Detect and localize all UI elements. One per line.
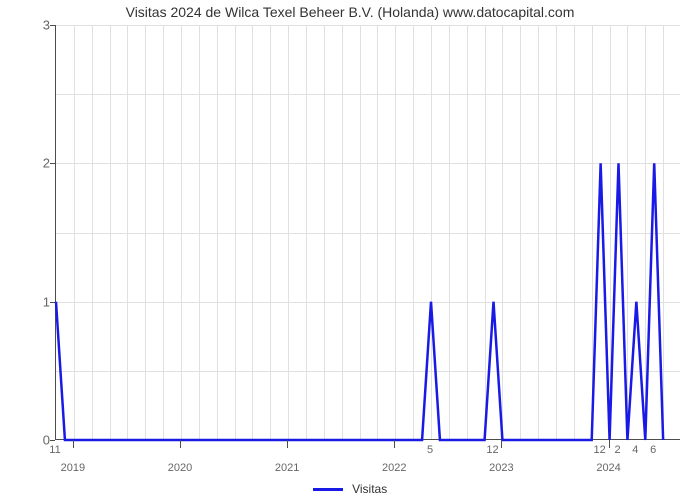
series-line — [56, 25, 680, 439]
x-tick-label-minor: 6 — [650, 444, 656, 456]
x-tick-label-major: 2021 — [275, 462, 299, 474]
x-tick-label-major: 2020 — [168, 462, 192, 474]
y-tick-mark — [50, 163, 55, 164]
x-tick-label-major: 2024 — [596, 462, 620, 474]
chart-container: Visitas 2024 de Wilca Texel Beheer B.V. … — [0, 0, 700, 500]
x-tick-label-minor: 5 — [427, 444, 433, 456]
y-tick-label: 2 — [10, 156, 50, 171]
x-tick-mark — [180, 440, 181, 448]
x-tick-label-major: 2023 — [489, 462, 513, 474]
x-tick-label-minor: 12 — [486, 444, 498, 456]
legend-swatch — [313, 488, 343, 491]
x-tick-mark — [287, 440, 288, 448]
x-tick-label-minor: 4 — [632, 444, 638, 456]
y-tick-mark — [50, 25, 55, 26]
plot-area — [55, 25, 680, 440]
x-tick-label-minor: 11 — [49, 444, 60, 456]
legend-label: Visitas — [352, 482, 387, 496]
x-tick-mark — [609, 440, 610, 448]
x-tick-label-major: 2022 — [382, 462, 406, 474]
x-tick-label-minor: 2 — [614, 444, 620, 456]
y-tick-mark — [50, 440, 55, 441]
x-tick-mark — [501, 440, 502, 448]
x-tick-label-major: 2019 — [61, 462, 85, 474]
legend: Visitas — [0, 482, 700, 496]
y-tick-mark — [50, 302, 55, 303]
chart-title: Visitas 2024 de Wilca Texel Beheer B.V. … — [0, 4, 700, 20]
y-tick-label: 3 — [10, 18, 50, 33]
x-tick-mark — [394, 440, 395, 448]
y-tick-label: 1 — [10, 294, 50, 309]
y-tick-label: 0 — [10, 433, 50, 448]
x-tick-mark — [73, 440, 74, 448]
x-tick-label-minor: 12 — [594, 444, 606, 456]
